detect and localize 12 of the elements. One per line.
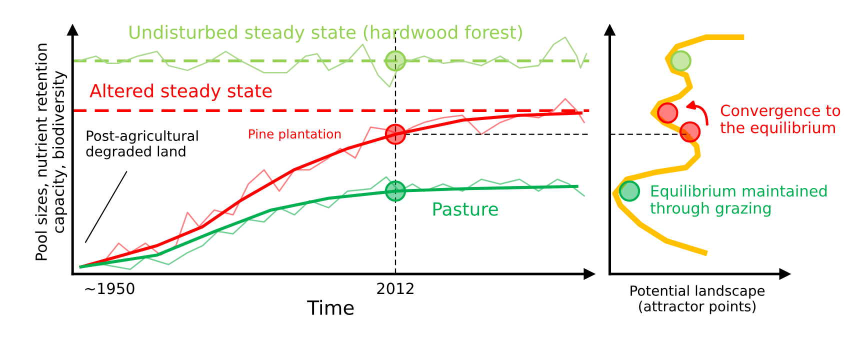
text: Equilibrium maintained through grazing: [650, 184, 827, 217]
x-tick-label: ~1950: [85, 282, 134, 294]
annotation: Post-agricultural degraded land: [86, 130, 198, 160]
ref-line-label: Undisturbed steady state (hardwood forest): [130, 25, 522, 42]
ref-line-label: Altered steady state: [90, 84, 272, 102]
y-axis-title: Pool sizes, nutrient retention capacity, biodiversity: [35, 44, 68, 260]
x-axis-title: Time: [307, 300, 354, 315]
series-label: Pine plantation: [249, 128, 341, 142]
series-label: Pasture: [433, 202, 498, 216]
x-tick-label: 2012: [377, 282, 414, 294]
text: Convergence to the equilibrium: [720, 104, 840, 136]
text: Potential landscape (attractor points): [630, 285, 765, 314]
